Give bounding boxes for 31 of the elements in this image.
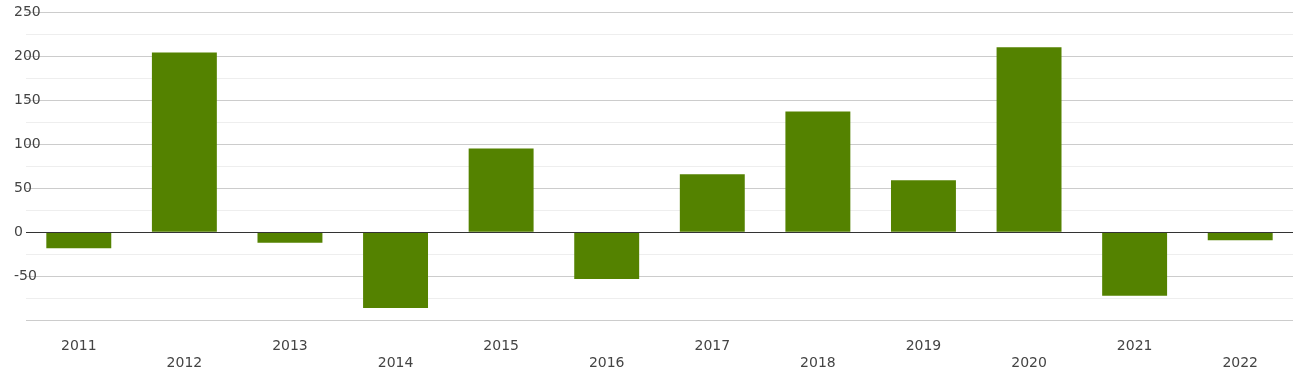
bar: [1207, 232, 1273, 241]
x-tick-label: 2012: [166, 354, 203, 371]
bar: [1102, 232, 1168, 296]
x-tick-label: 2020: [1011, 354, 1047, 371]
x-tick-label: 2017: [694, 337, 731, 354]
y-tick-label: 50: [14, 178, 32, 195]
x-tick-label: 2013: [272, 337, 308, 354]
x-tick-label: 2016: [588, 354, 625, 371]
bar: [363, 232, 429, 309]
y-tick-label: 200: [14, 46, 41, 63]
y-tick-label: 0: [14, 222, 23, 239]
bar: [257, 232, 323, 243]
x-tick-label: 2018: [800, 354, 836, 371]
bar: [679, 174, 745, 232]
y-tick-label: 150: [14, 90, 41, 107]
bar: [785, 111, 851, 232]
bar: [46, 232, 112, 249]
bar: [574, 232, 640, 279]
bar: [890, 180, 956, 232]
x-tick-label: 2019: [905, 337, 942, 354]
y-tick-label: 100: [14, 134, 41, 151]
x-tick-label: 2014: [377, 354, 414, 371]
x-tick-label: 2015: [483, 337, 519, 354]
bar: [468, 148, 534, 232]
x-tick-label: 2022: [1222, 354, 1259, 371]
x-tick-label: 2011: [60, 337, 97, 354]
y-tick-label: 250: [14, 2, 41, 19]
x-tick-label: 2021: [1116, 337, 1153, 354]
y-tick-label: -50: [14, 266, 37, 283]
bar: [151, 52, 217, 232]
bar: [996, 47, 1062, 232]
